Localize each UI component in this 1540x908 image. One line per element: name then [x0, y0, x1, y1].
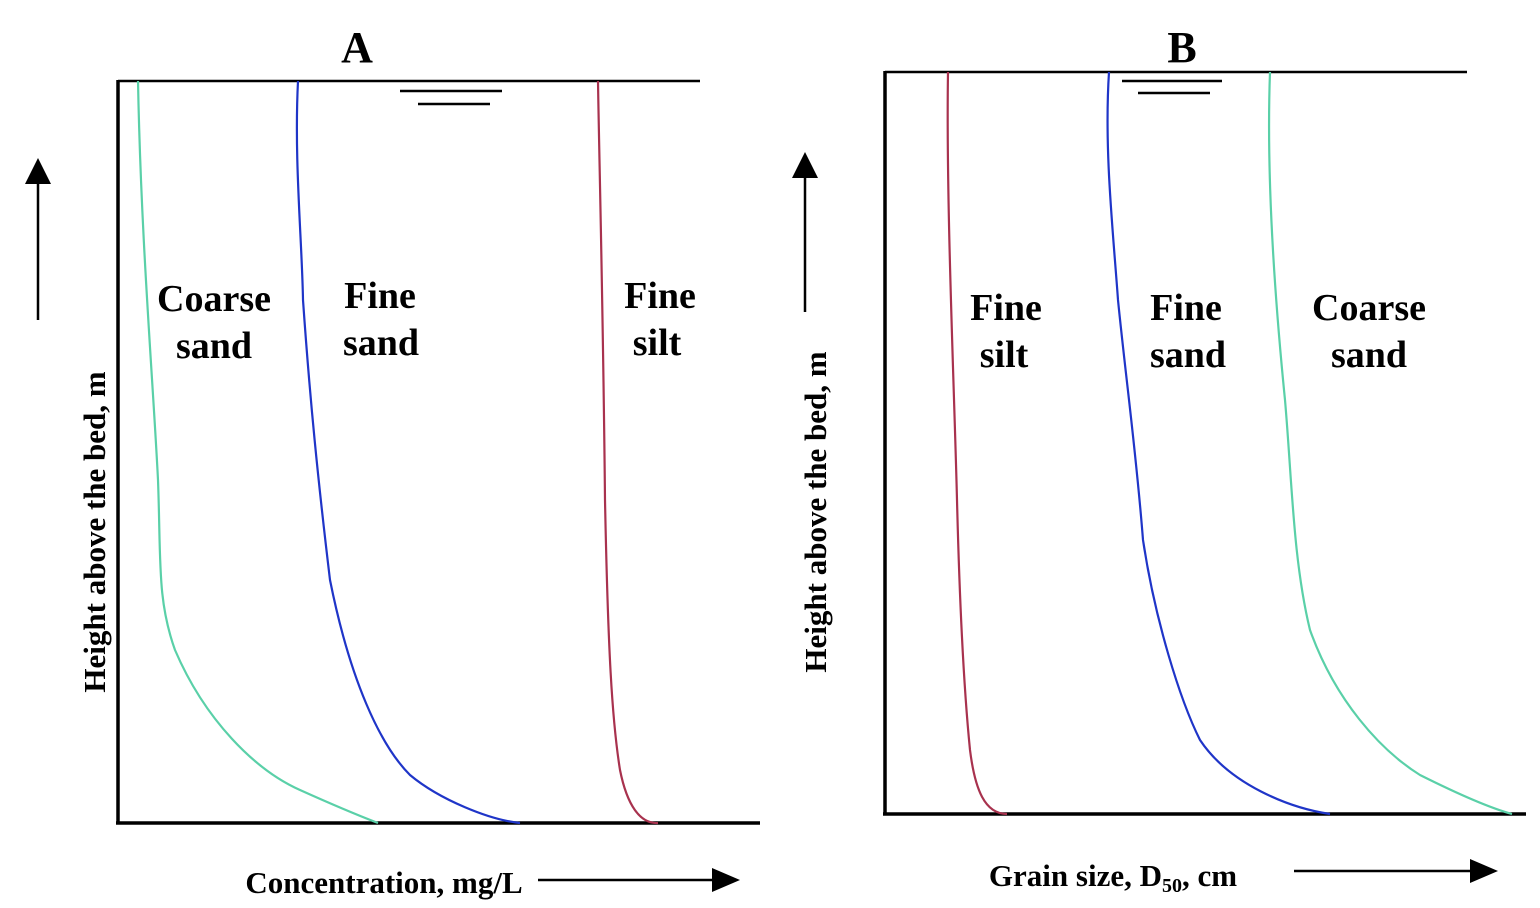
- panel-b-x-axis-label-sub: 50: [1162, 875, 1182, 897]
- panel-a-label-fine-sand-line1: Fine: [344, 275, 416, 317]
- panel-b-label-coarse-sand-line1: Coarse: [1312, 287, 1426, 329]
- panel-a-y-axis-label: Height above the bed, m: [77, 371, 112, 692]
- panel-a-curve-coarse-sand: [136, 80, 379, 825]
- panel-b-label-fine-sand-line1: Fine: [1150, 287, 1222, 329]
- panel-a-x-arrow-head: [712, 868, 740, 892]
- panel-b-label-coarse-sand-line2: sand: [1331, 334, 1407, 376]
- panel-a-title: A: [341, 23, 373, 72]
- panel-a-curve-fine-silt: [596, 80, 659, 825]
- panel-b-x-axis-label: Grain size, D50, cm: [989, 858, 1237, 897]
- panel-a-label-coarse-sand-line2: sand: [176, 325, 252, 367]
- panel-a-curve-fine-sand: [295, 80, 521, 825]
- panel-a-label-fine-silt-line2: silt: [633, 322, 682, 364]
- panel-b-curve-coarse-sand: [1267, 71, 1513, 816]
- panel-a-x-axis-label: Concentration, mg/L: [245, 865, 522, 900]
- panel-b-label-fine-silt-line1: Fine: [970, 287, 1042, 329]
- panel-a: A Coarse sand Fine sand Fine silt Height…: [25, 23, 760, 900]
- panel-b-x-axis-label-tail: , cm: [1182, 858, 1237, 893]
- panel-a-label-fine-silt-line1: Fine: [624, 275, 696, 317]
- panel-b: B Fine silt Fine sand Coarse sand Height…: [792, 23, 1526, 897]
- panel-b-title: B: [1167, 23, 1196, 72]
- panel-b-curve-fine-silt: [946, 71, 1008, 816]
- panel-b-curve-fine-sand: [1106, 71, 1331, 816]
- panel-b-y-arrow-head: [792, 152, 818, 178]
- panel-b-y-axis-label: Height above the bed, m: [798, 351, 833, 672]
- panel-b-x-arrow-head: [1470, 859, 1498, 883]
- panel-b-x-axis-label-main: Grain size, D: [989, 858, 1162, 893]
- panel-b-label-fine-silt-line2: silt: [980, 334, 1029, 376]
- panel-a-label-coarse-sand-line1: Coarse: [157, 278, 271, 320]
- panel-a-label-fine-sand-line2: sand: [343, 322, 419, 364]
- panel-b-label-fine-sand-line2: sand: [1150, 334, 1226, 376]
- panel-a-y-arrow-head: [25, 158, 51, 184]
